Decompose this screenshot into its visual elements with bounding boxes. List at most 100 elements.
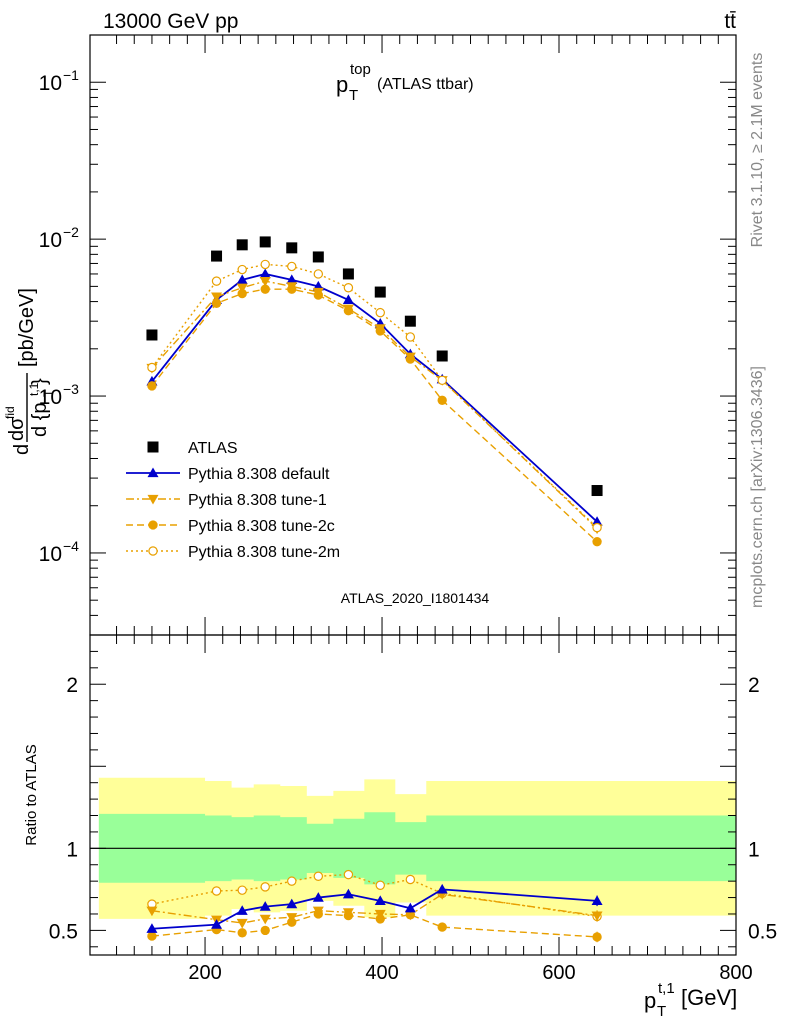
main-point-atlas <box>146 329 158 341</box>
legend-label: Pythia 8.308 default <box>188 466 330 483</box>
svg-text:t,1: t,1 <box>658 980 675 997</box>
svg-text:}: } <box>29 378 51 385</box>
ratio-point-pythia-8-308-default <box>286 898 298 909</box>
legend-marker-pythia-8-308-default <box>147 467 159 478</box>
main-point-pythia-8-308-tune-2m <box>343 283 354 293</box>
main-point-atlas <box>236 239 248 251</box>
main-point-pythia-8-308-tune-2m <box>405 332 416 342</box>
main-point-pythia-8-308-tune-2m <box>260 259 270 270</box>
ratio-point-pythia-8-308-tune-1 <box>342 908 354 918</box>
ratio-point-pythia-8-308-default <box>236 905 248 915</box>
main-point-pythia-8-308-tune-2m <box>437 375 447 386</box>
main-point-pythia-8-308-tune-2c <box>405 354 416 364</box>
legend-item-pythia-8-308-tune-2m: Pythia 8.308 tune-2m <box>126 544 340 561</box>
legend-label: Pythia 8.308 tune-2c <box>188 518 335 535</box>
mcplots-label: mcplots.cern.ch [arXiv:1306.3436] <box>749 366 766 608</box>
svg-text:T: T <box>41 389 55 397</box>
x-tick-label: 400 <box>365 962 398 984</box>
ratio-point-pythia-8-308-tune-2m <box>313 871 324 881</box>
ratio-frame <box>89 634 737 956</box>
main-data-marks <box>146 236 603 547</box>
svg-text:(ATLAS ttbar): (ATLAS ttbar) <box>377 76 474 93</box>
svg-text:t,1: t,1 <box>27 382 41 396</box>
legend-label: Pythia 8.308 tune-2m <box>188 544 340 561</box>
legend-item-atlas: ATLAS <box>147 440 238 457</box>
svg-text:[GeV]: [GeV] <box>681 985 737 1010</box>
svg-text:fid: fid <box>3 406 17 419</box>
legend-marker-atlas <box>147 441 159 453</box>
ratio-point-pythia-8-308-default <box>436 883 448 894</box>
ratio-point-pythia-8-308-tune-2m <box>343 869 354 880</box>
main-point-pythia-8-308-tune-1 <box>236 283 248 294</box>
main-point-pythia-8-308-tune-1 <box>259 277 271 287</box>
main-point-pythia-8-308-tune-2m <box>211 276 222 286</box>
legend-item-pythia-8-308-default: Pythia 8.308 default <box>126 466 330 483</box>
main-point-pythia-8-308-tune-1 <box>211 292 223 303</box>
ratio-point-pythia-8-308-tune-1 <box>374 909 386 920</box>
ratio-point-pythia-8-308-tune-2m <box>405 874 416 885</box>
ratio-point-pythia-8-308-default <box>146 923 158 933</box>
main-y-tick-label: 10 −4 <box>39 538 80 566</box>
main-point-pythia-8-308-default <box>286 274 298 285</box>
ratio-y-tick-label-left: 2 <box>66 674 78 697</box>
svg-text:10: 10 <box>39 229 62 252</box>
main-title: p T top (ATLAS ttbar) <box>336 61 474 104</box>
main-point-atlas <box>591 485 603 497</box>
ratio-point-pythia-8-308-tune-2c <box>592 932 602 942</box>
ratio-point-pythia-8-308-default <box>374 895 386 905</box>
main-point-pythia-8-308-tune-2m <box>147 362 157 373</box>
legend: ATLAS Pythia 8.308 default Pythia 8.308 tu… <box>126 440 340 561</box>
x-axis-title: p T t,1 [GeV] <box>644 980 737 1020</box>
main-point-atlas <box>211 250 223 262</box>
ratio-point-pythia-8-308-tune-2m <box>260 882 270 892</box>
svg-text:−1: −1 <box>63 67 79 83</box>
svg-text:d {p: d {p <box>29 403 51 437</box>
ratio-point-pythia-8-308-tune-1 <box>259 914 271 925</box>
ratio-point-pythia-8-308-tune-2c <box>437 922 447 932</box>
main-point-atlas <box>259 236 271 248</box>
svg-text:top: top <box>350 61 371 78</box>
ratio-point-pythia-8-308-default <box>404 902 416 913</box>
main-point-atlas <box>436 350 448 362</box>
ratio-point-pythia-8-308-tune-2m <box>211 886 222 896</box>
svg-text:T: T <box>349 87 358 104</box>
main-point-pythia-8-308-tune-2c <box>437 395 447 405</box>
ratio-panel: 0.5 0.5 1 1 2 2 200 400 600 800 Ratio to ATLAS p … <box>23 634 777 1020</box>
ratio-y-tick-label-right: 2 <box>748 674 760 697</box>
svg-text:p: p <box>644 988 656 1013</box>
svg-text:T: T <box>657 1003 666 1020</box>
main-point-pythia-8-308-tune-2c <box>237 288 247 299</box>
ratio-y-tick-label-left: 1 <box>66 838 78 861</box>
main-point-pythia-8-308-default <box>259 268 271 279</box>
ratio-y-axis-title: Ratio to ATLAS <box>23 744 40 845</box>
ratio-y-tick-label-left: 0.5 <box>49 920 78 943</box>
ratio-point-pythia-8-308-tune-1 <box>146 906 158 917</box>
ratio-point-pythia-8-308-default <box>259 901 271 911</box>
legend-item-pythia-8-308-tune-2c: Pythia 8.308 tune-2c <box>126 518 335 535</box>
main-point-pythia-8-308-tune-2m <box>592 522 602 533</box>
svg-text:[pb/GeV]: [pb/GeV] <box>16 288 38 367</box>
ratio-y-tick-label-right: 1 <box>748 838 760 861</box>
main-point-atlas <box>312 251 324 263</box>
ratio-point-pythia-8-308-tune-2m <box>287 876 297 886</box>
main-point-pythia-8-308-default <box>236 274 248 285</box>
ratio-point-pythia-8-308-default <box>342 888 354 899</box>
ratio-point-pythia-8-308-tune-2m <box>237 885 247 895</box>
main-point-pythia-8-308-default <box>591 516 603 526</box>
svg-text:p: p <box>336 72 348 97</box>
legend-marker-pythia-8-308-tune-2m <box>148 546 158 556</box>
ratio-point-pythia-8-308-tune-2c <box>147 931 157 941</box>
main-axes: 10−110−210−310−4 <box>39 34 737 636</box>
legend-label: Pythia 8.308 tune-1 <box>188 492 327 509</box>
svg-text:−2: −2 <box>63 224 79 240</box>
beam-label: 13000 GeV pp <box>103 10 238 33</box>
main-point-pythia-8-308-default <box>342 294 354 305</box>
ratio-point-pythia-8-308-tune-2c <box>260 925 270 936</box>
main-y-axis-title: d dσ fid d {p T t,1 } [pb/GeV] <box>3 288 55 455</box>
main-point-pythia-8-308-tune-2m <box>313 269 324 279</box>
legend-marker-pythia-8-308-tune-1 <box>147 494 159 505</box>
svg-text:10: 10 <box>39 386 62 409</box>
ratio-point-pythia-8-308-tune-2c <box>237 928 247 938</box>
main-y-tick-label: 10 −2 <box>39 224 80 252</box>
